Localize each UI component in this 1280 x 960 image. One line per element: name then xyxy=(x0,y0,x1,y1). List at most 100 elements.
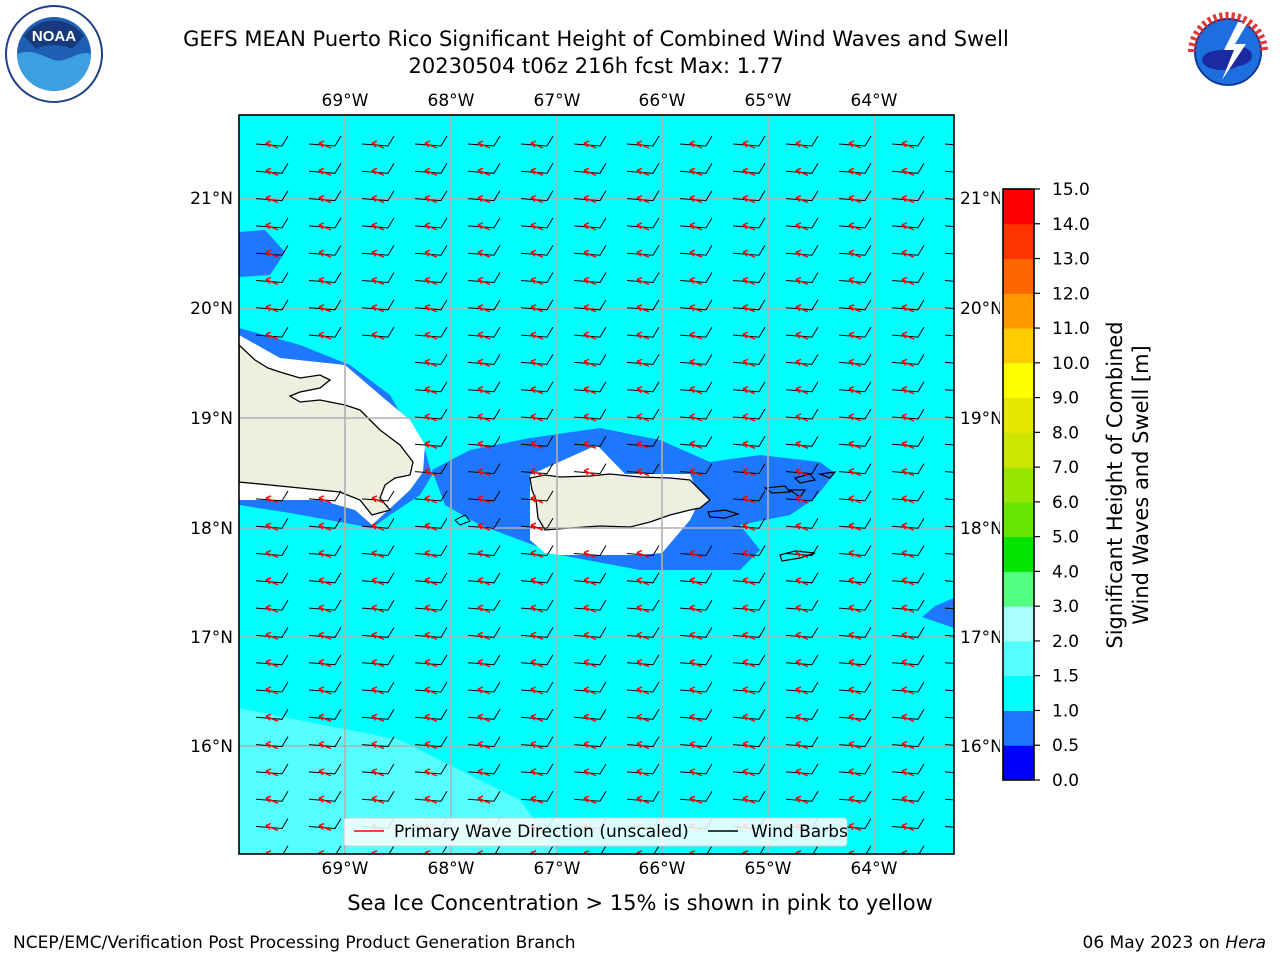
wind-barb xyxy=(308,135,342,147)
wave-direction-arrow xyxy=(265,522,279,531)
wind-barb xyxy=(732,736,766,748)
wind-barb xyxy=(255,545,289,557)
wind-barb xyxy=(414,354,448,365)
wind-barb xyxy=(308,818,342,830)
colorbar-tick-label: 1.0 xyxy=(1052,701,1079,721)
wind-barb xyxy=(255,217,289,229)
wave-direction-arrow xyxy=(848,822,862,832)
lat-label: 18°N xyxy=(960,519,1003,539)
wave-direction-arrow xyxy=(424,522,438,531)
map-frame xyxy=(238,114,955,855)
wave-direction-arrow xyxy=(636,222,650,231)
wave-direction-arrow xyxy=(371,276,385,286)
wave-direction-arrow xyxy=(636,659,650,668)
lat-label: 20°N xyxy=(190,299,233,319)
wave-direction-arrow xyxy=(901,413,915,422)
wave-direction-arrow xyxy=(583,331,597,340)
wave-direction-arrow xyxy=(636,713,650,722)
wave-direction-arrow xyxy=(689,249,703,258)
wave-direction-arrow xyxy=(530,604,544,613)
wind-barb xyxy=(838,244,872,256)
wind-barb xyxy=(308,654,342,666)
wave-direction-arrow xyxy=(477,413,491,422)
wind-barb xyxy=(732,709,766,720)
wind-barb xyxy=(838,299,872,311)
wave-direction-arrow xyxy=(424,276,438,286)
lat-label: 20°N xyxy=(960,299,1003,319)
wind-barb xyxy=(838,599,872,611)
wind-barb xyxy=(520,163,554,174)
wind-barb xyxy=(255,627,289,638)
wave-direction-arrow xyxy=(265,140,279,149)
wave-direction-arrow xyxy=(689,194,703,204)
wave-direction-arrow xyxy=(795,631,809,641)
wave-direction-arrow xyxy=(265,631,279,641)
lat-label: 19°N xyxy=(190,409,233,429)
wave-direction-arrow xyxy=(955,223,967,230)
colorbar-swatch xyxy=(1003,223,1034,260)
wind-barb xyxy=(785,572,819,584)
wind-barb xyxy=(520,436,554,447)
colorbar-swatch xyxy=(1003,258,1034,294)
wave-direction-arrow xyxy=(901,440,915,449)
wave-direction-arrow xyxy=(848,167,862,176)
wave-direction-arrow xyxy=(583,549,597,559)
wind-barb xyxy=(626,217,660,229)
wave-direction-arrow xyxy=(795,522,809,531)
wind-barb xyxy=(785,599,819,611)
wind-barb xyxy=(414,381,448,393)
wave-direction-arrow xyxy=(371,740,385,750)
wind-barb xyxy=(785,463,819,475)
wind-barb xyxy=(838,381,872,393)
wind-barb xyxy=(785,627,819,638)
wind-barb xyxy=(626,681,660,693)
wave-direction-arrow xyxy=(477,304,491,313)
wave-direction-arrow xyxy=(742,549,756,559)
wave-direction-arrow xyxy=(583,222,597,231)
wind-barb xyxy=(626,763,660,775)
wind-barb xyxy=(785,217,819,229)
wave-direction-arrow xyxy=(689,577,703,586)
wind-barb xyxy=(679,736,713,748)
wind-barb xyxy=(785,326,819,338)
wave-direction-arrow xyxy=(901,331,915,340)
wind-barb xyxy=(467,381,501,393)
wind-barb xyxy=(732,545,766,557)
wind-barb xyxy=(838,572,872,584)
colorbar-swatch xyxy=(1003,362,1034,399)
wind-barb xyxy=(361,163,395,174)
wind-barb xyxy=(308,736,342,748)
wave-direction-arrow xyxy=(689,167,703,176)
lon-label: 67°W xyxy=(534,859,581,879)
wave-direction-arrow xyxy=(265,194,279,204)
wind-barb xyxy=(891,135,925,147)
wave-direction-arrow xyxy=(955,714,967,721)
wind-barb xyxy=(838,517,872,529)
wind-barb xyxy=(520,654,554,666)
wave-direction-arrow xyxy=(742,304,756,313)
wind-barb xyxy=(838,709,872,720)
wave-direction-arrow xyxy=(265,604,279,613)
wave-direction-arrow xyxy=(955,168,967,175)
wave-direction-arrow xyxy=(424,795,438,804)
wave-direction-arrow xyxy=(318,331,332,340)
wave-direction-arrow xyxy=(636,604,650,613)
wave-direction-arrow xyxy=(371,167,385,176)
wind-barb xyxy=(414,326,448,338)
wind-barb xyxy=(255,681,289,693)
colorbar-tick-label: 4.0 xyxy=(1052,562,1079,582)
land-hispaniola xyxy=(239,344,414,516)
wind-barb xyxy=(573,709,607,720)
wind-barb xyxy=(785,354,819,365)
wind-barb xyxy=(679,709,713,720)
wind-barb xyxy=(467,326,501,338)
wave-direction-arrow xyxy=(955,278,967,285)
wave-direction-arrow xyxy=(371,222,385,231)
wind-barb xyxy=(308,572,342,584)
wave-direction-arrow xyxy=(848,631,862,641)
wind-barb xyxy=(732,299,766,311)
wind-barb xyxy=(308,163,342,174)
wind-barb xyxy=(467,790,501,802)
wave-direction-arrow xyxy=(477,768,491,777)
wind-barb xyxy=(414,299,448,311)
